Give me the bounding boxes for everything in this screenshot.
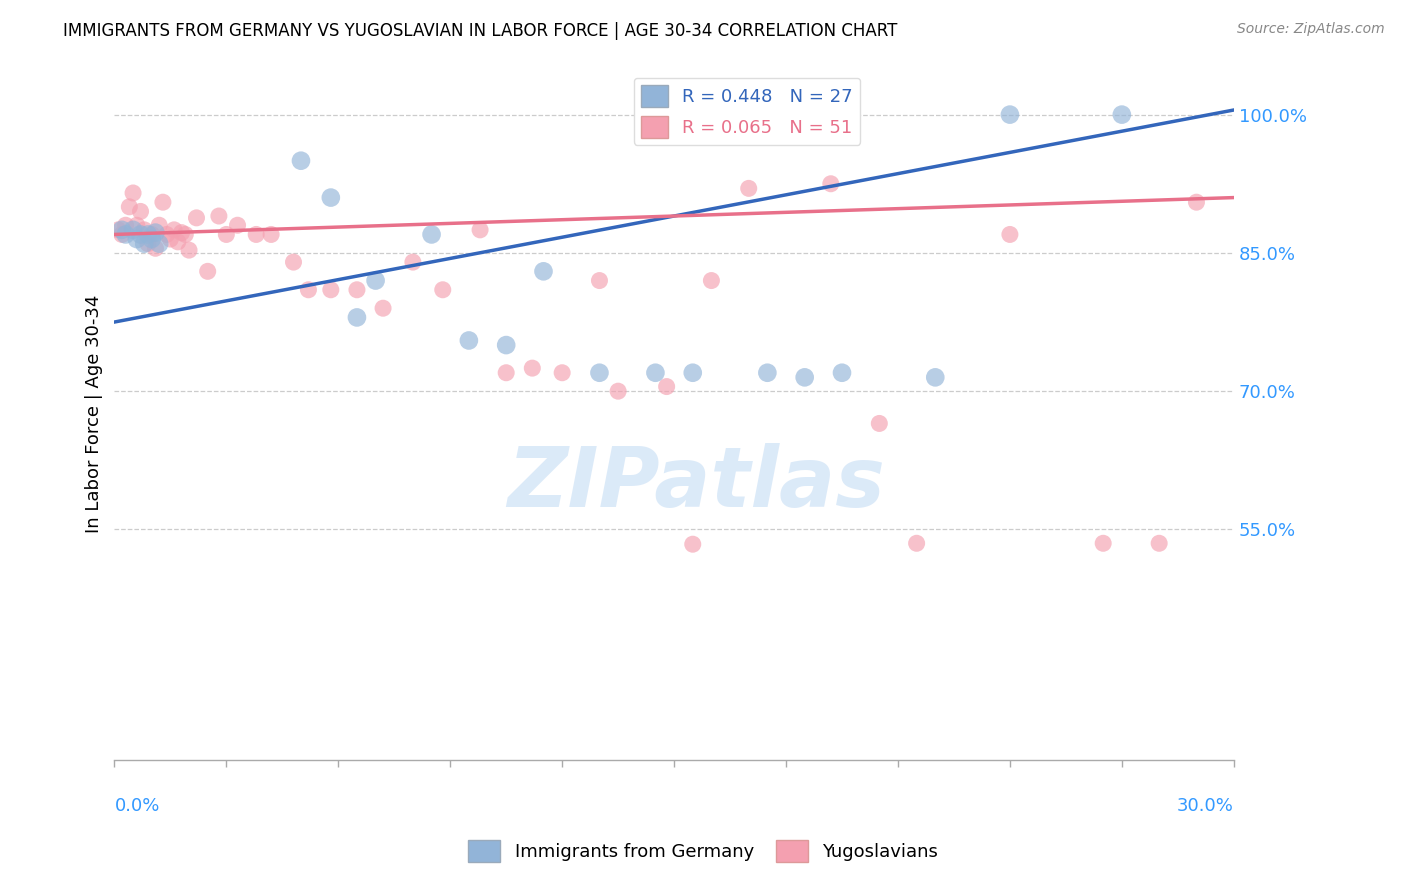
- Point: [283, 255, 305, 269]
- Point: [136, 236, 159, 251]
- Point: [129, 204, 152, 219]
- Point: [682, 537, 704, 551]
- Point: [319, 191, 342, 205]
- Point: [129, 227, 152, 242]
- Point: [522, 361, 544, 376]
- Text: Source: ZipAtlas.com: Source: ZipAtlas.com: [1237, 22, 1385, 37]
- Point: [134, 236, 156, 251]
- Point: [166, 235, 188, 249]
- Point: [114, 219, 136, 233]
- Point: [998, 227, 1021, 242]
- Point: [297, 283, 319, 297]
- Point: [197, 264, 219, 278]
- Point: [998, 107, 1021, 121]
- Point: [1147, 536, 1170, 550]
- Point: [107, 223, 129, 237]
- Point: [371, 301, 394, 316]
- Point: [495, 366, 517, 380]
- Point: [134, 223, 156, 237]
- Point: [364, 274, 387, 288]
- Point: [402, 255, 425, 269]
- Point: [226, 219, 249, 233]
- Point: [141, 227, 163, 242]
- Point: [1092, 536, 1115, 550]
- Point: [186, 211, 208, 225]
- Point: [122, 186, 145, 200]
- Point: [820, 177, 842, 191]
- Point: [924, 370, 946, 384]
- Point: [700, 274, 723, 288]
- Point: [495, 338, 517, 352]
- Point: [177, 243, 200, 257]
- Point: [588, 274, 610, 288]
- Legend: R = 0.448   N = 27, R = 0.065   N = 51: R = 0.448 N = 27, R = 0.065 N = 51: [634, 78, 860, 145]
- Y-axis label: In Labor Force | Age 30-34: In Labor Force | Age 30-34: [86, 295, 103, 533]
- Point: [163, 223, 186, 237]
- Point: [457, 334, 479, 348]
- Point: [738, 181, 761, 195]
- Point: [644, 366, 666, 380]
- Point: [148, 219, 170, 233]
- Point: [290, 153, 312, 168]
- Point: [420, 227, 443, 242]
- Point: [118, 200, 141, 214]
- Point: [145, 226, 167, 240]
- Point: [141, 232, 163, 246]
- Point: [114, 227, 136, 242]
- Point: [432, 283, 454, 297]
- Point: [831, 366, 853, 380]
- Point: [174, 227, 197, 242]
- Point: [588, 366, 610, 380]
- Point: [111, 227, 134, 242]
- Point: [159, 232, 181, 246]
- Point: [551, 366, 574, 380]
- Point: [208, 209, 231, 223]
- Point: [260, 227, 283, 242]
- Point: [148, 236, 170, 251]
- Point: [905, 536, 928, 550]
- Point: [215, 227, 238, 242]
- Point: [346, 283, 368, 297]
- Point: [156, 227, 179, 242]
- Point: [111, 223, 134, 237]
- Point: [170, 226, 193, 240]
- Text: 30.0%: 30.0%: [1177, 797, 1234, 814]
- Point: [1185, 195, 1208, 210]
- Point: [125, 219, 148, 233]
- Point: [756, 366, 779, 380]
- Point: [136, 227, 159, 242]
- Point: [868, 417, 890, 431]
- Point: [152, 195, 174, 210]
- Point: [346, 310, 368, 325]
- Point: [607, 384, 630, 399]
- Legend: Immigrants from Germany, Yugoslavians: Immigrants from Germany, Yugoslavians: [460, 833, 946, 870]
- Point: [145, 241, 167, 255]
- Text: 0.0%: 0.0%: [114, 797, 160, 814]
- Point: [793, 370, 815, 384]
- Point: [655, 379, 678, 393]
- Point: [468, 223, 491, 237]
- Point: [245, 227, 267, 242]
- Point: [682, 366, 704, 380]
- Text: ZIPatlas: ZIPatlas: [508, 442, 886, 524]
- Point: [533, 264, 555, 278]
- Point: [122, 223, 145, 237]
- Text: IMMIGRANTS FROM GERMANY VS YUGOSLAVIAN IN LABOR FORCE | AGE 30-34 CORRELATION CH: IMMIGRANTS FROM GERMANY VS YUGOSLAVIAN I…: [63, 22, 897, 40]
- Point: [319, 283, 342, 297]
- Point: [1111, 107, 1133, 121]
- Point: [125, 232, 148, 246]
